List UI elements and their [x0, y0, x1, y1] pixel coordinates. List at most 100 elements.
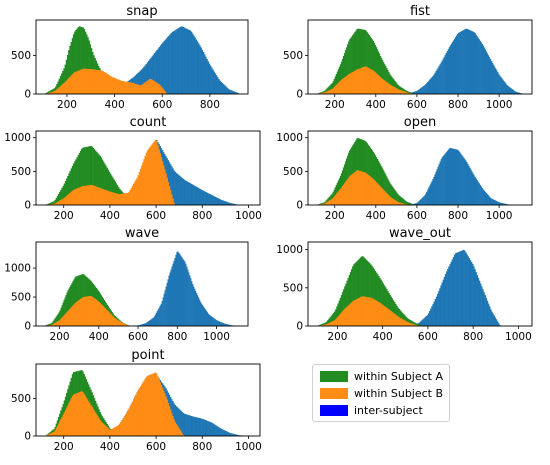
hist-bar [146, 80, 149, 94]
hist-bar [388, 309, 390, 326]
hist-bar [162, 88, 164, 94]
hist-bar [506, 84, 508, 94]
hist-bar [453, 38, 456, 94]
hist-bar [466, 28, 468, 94]
hist-bar [482, 289, 484, 326]
hist-bar [77, 187, 80, 205]
hist-bar [341, 78, 344, 94]
hist-bar [188, 29, 190, 95]
hist-bar [164, 393, 166, 436]
hist-bar [388, 292, 390, 326]
hist-bar [404, 91, 406, 94]
hist-bar [372, 298, 374, 326]
hist-bar [137, 72, 139, 94]
hist-bar [79, 186, 82, 205]
hist-bar [344, 50, 347, 94]
hist-bar [130, 187, 133, 205]
hist-bar [181, 411, 183, 436]
hist-bar [355, 262, 357, 326]
hist-bar [219, 428, 222, 437]
hist-bar [398, 202, 400, 205]
hist-bar [96, 414, 98, 436]
hist-bar [169, 409, 172, 436]
hist-bar [75, 302, 77, 326]
hist-bar [141, 324, 143, 326]
hist-bar [435, 171, 437, 205]
hist-bar [66, 79, 69, 94]
hist-bar [145, 376, 148, 436]
hist-bar [106, 310, 108, 326]
hist-bar [63, 315, 65, 326]
hist-bar [217, 426, 219, 437]
hist-bar [340, 312, 343, 326]
hist-bar [152, 317, 155, 326]
hist-bar [137, 390, 140, 436]
hist-bar [342, 55, 345, 94]
hist-bar [346, 47, 348, 94]
hist-bar [350, 175, 352, 205]
hist-bar [440, 159, 442, 205]
hist-bar [56, 315, 58, 326]
hist-bar [321, 92, 323, 94]
hist-bar [115, 78, 118, 94]
hist-bar [214, 196, 217, 205]
hist-bar [326, 324, 328, 326]
hist-bar [488, 57, 491, 94]
x-tick-label: 1000 [486, 210, 513, 222]
hist-bar [66, 178, 68, 205]
hist-bar [107, 428, 110, 436]
hist-bar [437, 67, 439, 94]
hist-bar [55, 197, 58, 205]
hist-bar [53, 319, 55, 326]
hist-bar [154, 314, 157, 326]
hist-bar [373, 153, 376, 205]
hist-bar [194, 288, 196, 326]
hist-bar [155, 82, 157, 94]
hist-bar [364, 172, 366, 205]
hist-bar [51, 89, 53, 94]
hist-bar [160, 157, 163, 205]
hist-bar [336, 83, 339, 94]
hist-bar [367, 33, 369, 94]
hist-bar [163, 390, 165, 436]
hist-bar [382, 283, 385, 326]
hist-bar [112, 192, 114, 205]
hist-bar [498, 73, 500, 94]
hist-bar [94, 299, 97, 326]
hist-bar [144, 65, 146, 94]
hist-bar [173, 419, 175, 436]
hist-bar [92, 408, 95, 436]
hist-bar [322, 91, 324, 94]
hist-bar [164, 290, 166, 326]
hist-bar [58, 312, 60, 326]
hist-bar [348, 74, 350, 94]
hist-bar [391, 85, 393, 94]
hist-bar [236, 434, 239, 436]
hist-bar [92, 297, 95, 326]
hist-bar [476, 180, 478, 205]
hist-bar [371, 178, 374, 205]
hist-bar [355, 30, 357, 94]
hist-bar [353, 264, 355, 326]
hist-bar [143, 83, 145, 94]
hist-bar [48, 324, 51, 326]
hist-bar [163, 165, 165, 205]
hist-bar [127, 81, 130, 94]
hist-bar [479, 283, 482, 326]
hist-bar [389, 310, 391, 326]
hist-bar [161, 87, 163, 94]
hist-bar [72, 34, 75, 94]
x-tick-label: 600 [152, 99, 172, 111]
hist-bar [215, 75, 218, 94]
hist-bar [220, 81, 223, 94]
hist-bar [167, 402, 170, 436]
hist-bar [330, 84, 332, 94]
hist-bar [119, 80, 121, 94]
hist-bar [495, 319, 498, 326]
hist-bar [115, 318, 117, 326]
hist-bar [384, 172, 386, 205]
hist-bar [481, 286, 483, 326]
hist-bar [503, 80, 505, 94]
hist-bar [182, 27, 184, 95]
x-tick-label: 1000 [486, 99, 513, 111]
